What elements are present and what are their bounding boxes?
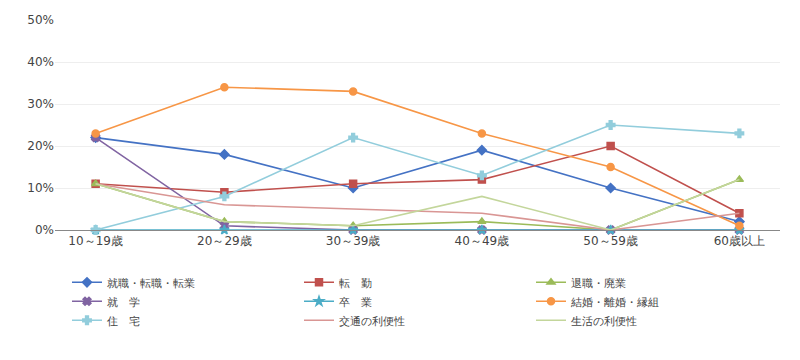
svg-text:30%: 30% bbox=[27, 97, 54, 111]
svg-text:住 宅: 住 宅 bbox=[107, 315, 140, 328]
svg-text:転 勤: 転 勤 bbox=[339, 277, 372, 290]
svg-text:20%: 20% bbox=[27, 139, 54, 153]
svg-text:結婚・離婚・縁組: 結婚・離婚・縁組 bbox=[570, 296, 659, 309]
svg-text:生活の利便性: 生活の利便性 bbox=[571, 315, 637, 328]
svg-text:50%: 50% bbox=[27, 13, 54, 27]
svg-text:60歳以上: 60歳以上 bbox=[714, 234, 765, 248]
svg-text:40%: 40% bbox=[27, 55, 54, 69]
svg-text:10～19歳: 10～19歳 bbox=[68, 234, 123, 248]
svg-text:30～39歳: 30～39歳 bbox=[326, 234, 381, 248]
svg-text:0%: 0% bbox=[35, 223, 54, 237]
svg-text:交通の利便性: 交通の利便性 bbox=[339, 315, 405, 328]
svg-text:50～59歳: 50～59歳 bbox=[583, 234, 638, 248]
svg-text:40～49歳: 40～49歳 bbox=[455, 234, 510, 248]
svg-text:10%: 10% bbox=[27, 181, 54, 195]
svg-text:就 学: 就 学 bbox=[107, 296, 140, 309]
svg-text:卒 業: 卒 業 bbox=[339, 296, 372, 309]
svg-text:20～29歳: 20～29歳 bbox=[197, 234, 252, 248]
svg-text:就職・転職・転業: 就職・転職・転業 bbox=[107, 277, 195, 290]
svg-text:退職・廃業: 退職・廃業 bbox=[571, 277, 626, 290]
